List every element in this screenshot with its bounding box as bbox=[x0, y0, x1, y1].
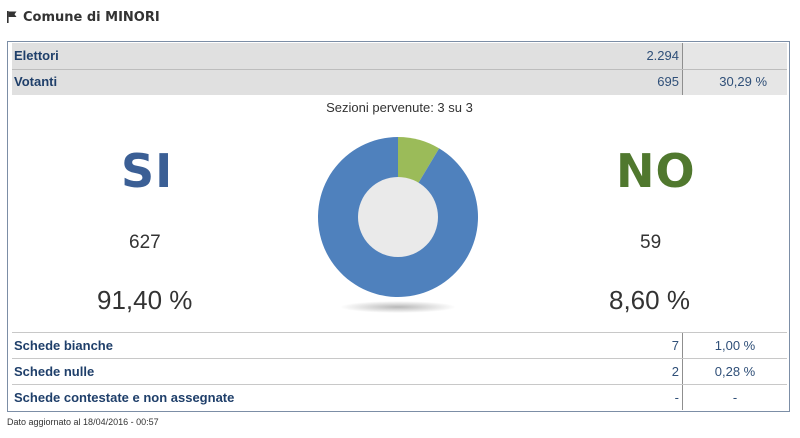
si-count: 627 bbox=[129, 232, 161, 253]
donut-hole bbox=[358, 177, 438, 257]
votanti-value: 695 bbox=[657, 74, 679, 89]
elettori-value: 2.294 bbox=[646, 48, 679, 63]
votanti-label: Votanti bbox=[14, 74, 58, 89]
row-elettori: Elettori 2.294 bbox=[12, 43, 787, 69]
flag-icon bbox=[7, 11, 17, 23]
table-row: Schede bianche 7 1,00 % bbox=[12, 332, 787, 358]
chart-shadow bbox=[340, 301, 456, 313]
schede-nulle-percent: 0,28 % bbox=[714, 364, 756, 379]
donut-chart bbox=[318, 137, 478, 313]
schede-contestate-label: Schede contestate e non assegnate bbox=[14, 390, 235, 405]
schede-bianche-label: Schede bianche bbox=[14, 338, 113, 353]
table-row: Schede contestate e non assegnate - - bbox=[12, 384, 787, 410]
schede-bianche-value: 7 bbox=[671, 338, 679, 353]
si-percent: 91,40 % bbox=[97, 285, 193, 315]
schede-contestate-percent: - bbox=[732, 390, 738, 405]
schede-contestate-value: - bbox=[674, 390, 679, 405]
row-votanti: Votanti 695 30,29 % bbox=[12, 69, 787, 95]
schede-bianche-percent: 1,00 % bbox=[714, 338, 756, 353]
no-label: NO bbox=[616, 144, 696, 198]
last-updated: Dato aggiornato al 18/04/2016 - 00:57 bbox=[7, 417, 159, 427]
si-label: SI bbox=[121, 144, 174, 198]
page-title: Comune di MINORI bbox=[23, 9, 160, 25]
details-table: Schede bianche 7 1,00 % Schede nulle 2 0… bbox=[12, 332, 787, 410]
votanti-percent: 30,29 % bbox=[719, 74, 767, 89]
sezioni-pervenute: Sezioni pervenute: 3 su 3 bbox=[326, 100, 473, 115]
table-row: Schede nulle 2 0,28 % bbox=[12, 358, 787, 384]
results-panel: Elettori 2.294 Votanti 695 30,29 % Sezio… bbox=[7, 41, 790, 412]
schede-nulle-label: Schede nulle bbox=[14, 364, 95, 379]
no-count: 59 bbox=[640, 232, 662, 253]
schede-nulle-value: 2 bbox=[671, 364, 679, 379]
summary-table: Elettori 2.294 Votanti 695 30,29 % bbox=[12, 43, 787, 95]
page-header: Comune di MINORI bbox=[7, 7, 160, 27]
elettori-label: Elettori bbox=[14, 48, 59, 63]
no-percent: 8,60 % bbox=[609, 285, 690, 315]
